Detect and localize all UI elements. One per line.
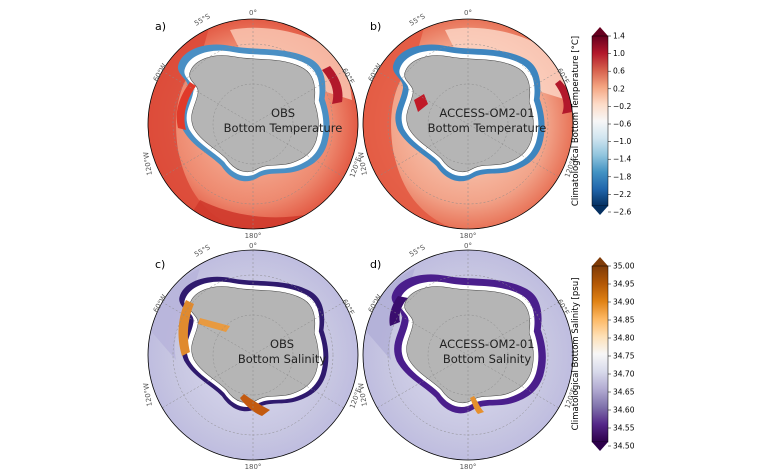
wap-warm-shelf — [176, 82, 196, 130]
colorbar-extend-min — [592, 206, 608, 215]
label-0: 0° — [464, 242, 472, 250]
label-120w: 120°W — [357, 382, 369, 407]
map-title-line1: OBS — [270, 337, 294, 351]
label-180: 180° — [245, 463, 262, 471]
map-title-line2: Bottom Salinity — [238, 352, 327, 366]
colorbar-tick-label: −1.0 — [613, 137, 631, 146]
map-title-line2: Bottom Salinity — [443, 352, 532, 366]
colorbar-extend-max — [592, 257, 608, 266]
colorbar-tick-label: 34.55 — [613, 424, 635, 433]
warm-pacific-region — [363, 24, 468, 229]
salty-ross — [240, 394, 270, 416]
colorbar-tick-label: 0.2 — [613, 84, 625, 93]
colorbar-tick-label: −1.4 — [613, 155, 631, 164]
colorbar-tick-label: 34.85 — [613, 316, 635, 325]
colorbar-tick-label: 34.95 — [613, 280, 635, 289]
colorbar-gradient — [591, 35, 609, 207]
east-warm-spot — [555, 80, 573, 114]
colorbar-tick-label: −2.2 — [613, 190, 631, 199]
panel-letter: b) — [370, 20, 381, 33]
label-180: 180° — [460, 232, 477, 240]
label-180: 180° — [245, 232, 262, 240]
fresh-wap — [389, 296, 408, 326]
map-title-line1: ACCESS-OM2-01 — [439, 106, 534, 120]
salinity-colorbar: 35.00 34.95 34.90 34.85 34.80 34.75 34.70 34.65… — [571, 257, 635, 451]
graticule-lon — [376, 70, 560, 178]
colorbar-tick-label: 1.0 — [613, 49, 625, 58]
panel-letter: a) — [155, 20, 166, 33]
panel-a: a) OBS Bottom Temperature 0° 180° 55°S 6… — [142, 9, 363, 240]
panel-b: b) ACCESS-OM2-01 Bottom Temperature 0° 1… — [357, 9, 578, 240]
panel-c: c) OBS Bottom Salinity 0° 180° 55°S 60°W… — [142, 242, 363, 471]
salty-wap — [178, 300, 194, 356]
colorbar-tick-label: 35.00 — [613, 262, 635, 271]
label-120w: 120°W — [142, 151, 154, 176]
label-55s: 55°S — [193, 243, 212, 259]
colorbar-gradient — [591, 265, 609, 443]
label-55s: 55°S — [193, 12, 212, 28]
graticule-lon — [161, 70, 345, 178]
wap-warm-spot — [414, 94, 428, 112]
east-warm-spot — [322, 66, 343, 104]
colorbar-tick-label: 34.65 — [613, 388, 635, 397]
label-0: 0° — [249, 242, 257, 250]
colorbar-ticks: 35.00 34.95 34.90 34.85 34.80 34.75 34.70 34.65… — [608, 262, 635, 451]
warm-pacific-region — [148, 24, 253, 229]
colorbar-tick-label: 1.4 — [613, 32, 625, 41]
colorbar-tick-label: −0.2 — [613, 102, 631, 111]
colorbar-tick-label: 34.70 — [613, 370, 635, 379]
label-0: 0° — [249, 9, 257, 17]
graticule-lon — [161, 301, 345, 409]
colorbar-tick-label: 34.50 — [613, 442, 635, 451]
colorbar-tick-label: −1.8 — [613, 172, 631, 181]
colorbar-tick-label: −2.6 — [613, 208, 631, 217]
map-boundary — [147, 18, 359, 230]
label-55s: 55°S — [408, 243, 427, 259]
colorbar-tick-label: 34.90 — [613, 298, 635, 307]
map-boundary — [147, 249, 359, 461]
colorbar-extend-min — [592, 442, 608, 451]
panel-letter: d) — [370, 258, 381, 271]
colorbar-tick-label: 34.80 — [613, 334, 635, 343]
salty-ross — [470, 396, 484, 414]
map-title-line1: ACCESS-OM2-01 — [439, 337, 534, 351]
label-55s: 55°S — [408, 12, 427, 28]
colorbar-tick-label: 34.75 — [613, 352, 635, 361]
label-120w: 120°W — [142, 382, 154, 407]
map-boundary — [362, 249, 574, 461]
label-120w: 120°W — [357, 151, 369, 176]
map-title-line2: Bottom Temperature — [224, 121, 343, 135]
colorbar-title: Climatological Bottom Temperature [°C] — [571, 36, 581, 206]
map-boundary — [362, 18, 574, 230]
graticule-lon — [376, 301, 560, 409]
label-180: 180° — [460, 463, 477, 471]
colorbar-tick-label: 0.6 — [613, 67, 625, 76]
colorbar-tick-label: 34.60 — [613, 406, 635, 415]
temperature-colorbar: 1.4 1.0 0.6 0.2 −0.2 −0.6 −1.0 −1.4 −1.8 −2.2 −2.6… — [571, 27, 631, 217]
colorbar-title: Climatological Bottom Salinity [psu] — [571, 278, 581, 431]
salty-weddell — [198, 318, 230, 332]
map-title-line1: OBS — [271, 106, 295, 120]
label-0: 0° — [464, 9, 472, 17]
panel-letter: c) — [155, 258, 165, 271]
colorbar-extend-max — [592, 27, 608, 36]
panel-d: d) ACCESS-OM2-01 Bottom Salinity 0° 180°… — [357, 242, 578, 471]
colorbar-ticks: 1.4 1.0 0.6 0.2 −0.2 −0.6 −1.0 −1.4 −1.8 −2.2 −2.6 — [608, 32, 631, 217]
colorbar-tick-label: −0.6 — [613, 120, 631, 129]
map-title-line2: Bottom Temperature — [428, 121, 547, 135]
